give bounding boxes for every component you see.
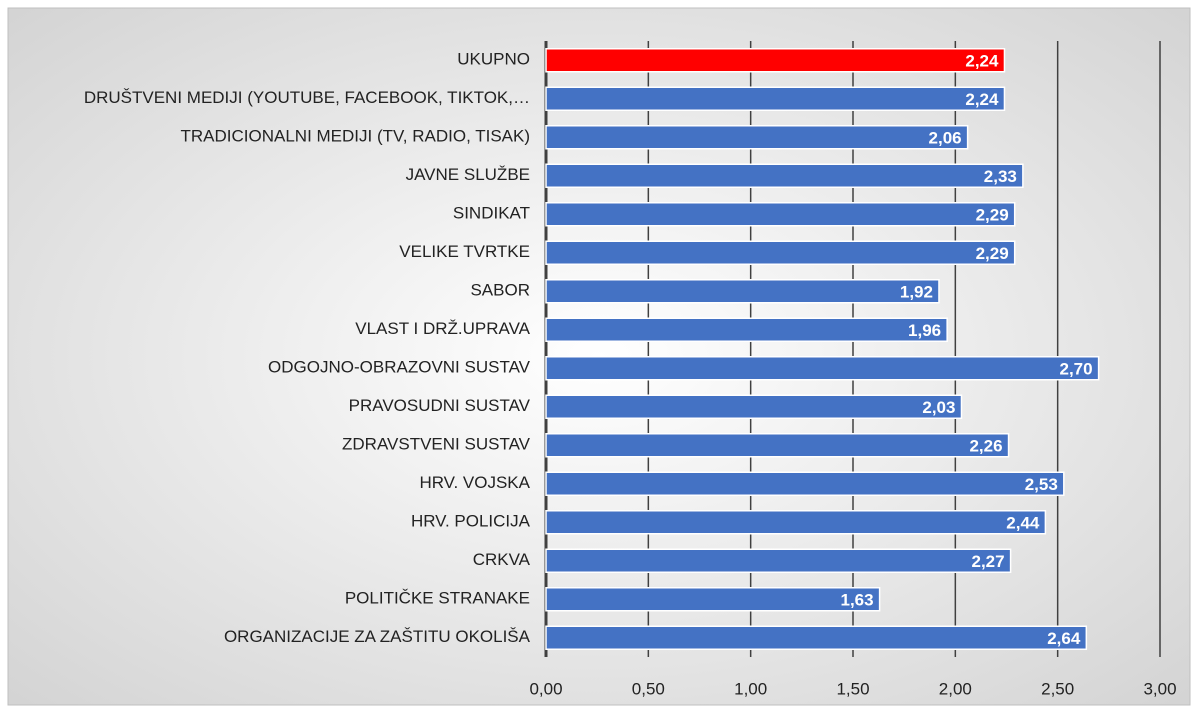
data-label: 2,44 [1006, 514, 1040, 533]
y-tick-label: DRUŠTVENI MEDIJI (YOUTUBE, FACEBOOK, TIK… [84, 88, 530, 107]
data-label: 2,06 [929, 129, 962, 148]
data-label: 2,29 [976, 206, 1009, 225]
data-label: 2,24 [965, 52, 999, 71]
y-tick-label: SINDIKAT [453, 204, 530, 223]
bar [545, 433, 1010, 458]
data-label: 2,27 [971, 552, 1004, 571]
y-tick-label: VELIKE TVRTKE [399, 242, 530, 261]
data-label: 2,70 [1060, 360, 1093, 379]
y-tick-label: POLITIČKE STRANAKE [345, 589, 530, 608]
y-tick-label: PRAVOSUDNI SUSTAV [349, 396, 531, 415]
bar [545, 471, 1065, 496]
bar [545, 394, 963, 419]
y-tick-label: CRKVA [473, 550, 531, 569]
x-tick-label: 0,50 [632, 679, 665, 698]
y-tick-label: ODGOJNO-OBRAZOVNI SUSTAV [268, 358, 531, 377]
y-tick-label: HRV. POLICIJA [411, 512, 531, 531]
data-label: 2,24 [965, 90, 999, 109]
y-tick-label: SABOR [470, 281, 530, 300]
data-label: 2,53 [1025, 475, 1058, 494]
y-tick-label: UKUPNO [457, 50, 530, 69]
y-tick-label: HRV. VOJSKA [419, 473, 530, 492]
x-tick-label: 0,00 [529, 679, 562, 698]
data-label: 2,33 [984, 167, 1017, 186]
y-tick-label: ORGANIZACIJE ZA ZAŠTITU OKOLIŠA [224, 627, 531, 646]
bar [545, 548, 1012, 573]
y-tick-label: VLAST I DRŽ.UPRAVA [355, 319, 530, 338]
x-tick-label: 3,00 [1143, 679, 1176, 698]
data-label: 1,96 [908, 321, 941, 340]
data-label: 2,64 [1047, 629, 1081, 648]
data-label: 1,63 [841, 591, 874, 610]
x-tick-label: 1,00 [734, 679, 767, 698]
x-tick-label: 1,50 [836, 679, 869, 698]
bar [545, 587, 881, 612]
data-label: 1,92 [900, 283, 933, 302]
x-tick-label: 2,50 [1041, 679, 1074, 698]
bar [545, 279, 940, 304]
bar [545, 240, 1016, 265]
y-tick-label: ZDRAVSTVENI SUSTAV [342, 435, 531, 454]
bar [545, 625, 1088, 650]
bar [545, 86, 1006, 111]
bar [545, 125, 969, 150]
bar [545, 48, 1006, 73]
y-tick-label: JAVNE SLUŽBE [406, 165, 530, 184]
bar [545, 317, 948, 342]
x-tick-label: 2,00 [939, 679, 972, 698]
data-label: 2,26 [969, 437, 1002, 456]
bar [545, 356, 1100, 381]
bar [545, 163, 1024, 188]
data-label: 2,29 [976, 244, 1009, 263]
data-label: 2,03 [922, 398, 955, 417]
bar [545, 202, 1016, 227]
bar [545, 510, 1047, 535]
y-tick-label: TRADICIONALNI MEDIJI (TV, RADIO, TISAK) [181, 127, 531, 146]
